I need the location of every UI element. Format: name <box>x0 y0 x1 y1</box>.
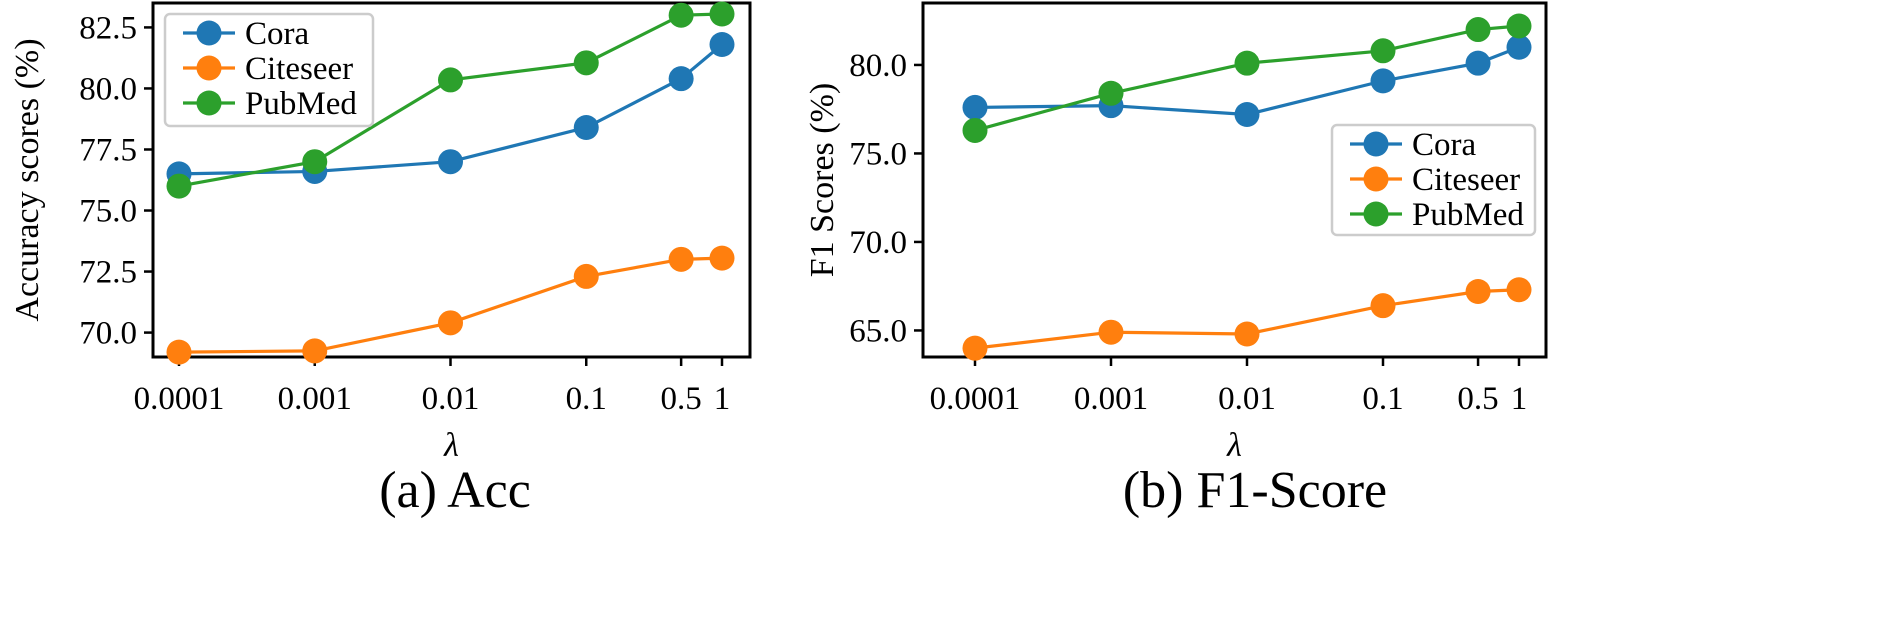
data-point <box>962 94 988 120</box>
y-tick-label: 75.0 <box>849 136 907 172</box>
x-tick-label: 0.001 <box>1074 381 1148 417</box>
data-point <box>438 149 463 175</box>
x-tick-label: 0.001 <box>278 381 352 417</box>
data-point <box>1465 279 1491 305</box>
data-point <box>668 66 694 92</box>
data-point <box>1234 50 1260 76</box>
data-point <box>438 310 463 336</box>
y-tick-label: 82.5 <box>79 10 137 46</box>
data-point <box>709 1 735 27</box>
x-axis-title: λ <box>443 427 459 464</box>
data-point <box>166 339 192 365</box>
x-tick-label: 1 <box>714 381 731 417</box>
series-cora <box>962 34 1532 128</box>
series-pubmed <box>962 13 1532 143</box>
x-tick-label: 0.5 <box>661 381 702 417</box>
data-point <box>573 50 599 76</box>
x-tick-label: 0.1 <box>1362 381 1403 417</box>
data-point <box>1506 13 1532 39</box>
data-point <box>166 173 192 199</box>
y-tick-label: 80.0 <box>79 71 137 107</box>
legend-entry-label: Citeseer <box>245 51 353 87</box>
data-point <box>1465 17 1491 43</box>
series-citeseer <box>166 245 735 365</box>
x-tick-label: 0.5 <box>1457 381 1498 417</box>
data-point <box>1506 34 1532 60</box>
series-pubmed <box>166 1 735 199</box>
legend-entry-label: PubMed <box>1412 197 1524 233</box>
data-point <box>1370 68 1396 94</box>
x-tick-label: 0.01 <box>1218 381 1276 417</box>
legend-entry-label: Cora <box>1412 127 1477 163</box>
y-tick-label: 72.5 <box>79 255 137 291</box>
data-point <box>1098 319 1124 345</box>
data-point <box>709 32 735 58</box>
y-tick-label: 65.0 <box>849 313 907 349</box>
series-line <box>178 256 723 354</box>
data-point <box>573 115 599 141</box>
panel-caption: (a) Acc <box>379 462 531 519</box>
data-point <box>709 245 735 271</box>
data-point <box>573 263 599 289</box>
series-citeseer <box>962 277 1532 361</box>
data-point <box>1506 277 1532 303</box>
x-tick-label: 0.1 <box>566 381 607 417</box>
y-tick-label: 80.0 <box>849 48 907 84</box>
y-axis-title: F1 Scores (%) <box>804 83 841 278</box>
plot-frame <box>921 1 1548 359</box>
data-point <box>302 149 328 175</box>
legend-swatch-marker <box>1363 166 1389 192</box>
data-point <box>1234 102 1260 128</box>
legend-entry-label: PubMed <box>245 86 357 122</box>
data-point <box>1234 321 1260 347</box>
legend-swatch-marker <box>196 90 222 116</box>
x-tick-label: 0.0001 <box>930 381 1021 417</box>
data-point <box>962 117 988 143</box>
data-point <box>668 2 694 28</box>
legend-swatch-marker <box>196 20 222 46</box>
y-tick-label: 77.5 <box>79 132 137 168</box>
x-tick-label: 1 <box>1511 381 1528 417</box>
y-tick-label: 70.0 <box>79 316 137 352</box>
y-tick-label: 75.0 <box>79 194 137 230</box>
legend-swatch-marker <box>1363 131 1389 157</box>
panel-f1-score: 65.0 70.0 75.0 80.0 0.0001 0.001 0.01 0.1 0.5 1 F1… <box>804 1 1548 519</box>
data-point <box>962 335 988 361</box>
data-point <box>1370 38 1396 64</box>
y-axis-title: Accuracy scores (%) <box>9 38 46 321</box>
panel-accuracy: 70.0 72.5 75.0 77.5 80.0 82.5 0.0001 0.001 0.01 0… <box>9 1 752 519</box>
legend-swatch-marker <box>1363 201 1389 227</box>
data-point <box>668 246 694 272</box>
legend-entry-label: Cora <box>245 16 310 52</box>
x-axis-title: λ <box>1226 427 1242 464</box>
data-point <box>1098 80 1124 106</box>
data-point <box>1370 293 1396 319</box>
data-point <box>1465 50 1491 76</box>
legend-entry-label: Citeseer <box>1412 162 1520 198</box>
panel-caption: (b) F1-Score <box>1123 462 1387 519</box>
y-tick-label: 70.0 <box>849 225 907 261</box>
legend-swatch-marker <box>196 55 222 81</box>
x-tick-label: 0.01 <box>422 381 480 417</box>
data-point <box>438 67 463 93</box>
x-tick-label: 0.0001 <box>134 381 225 417</box>
data-point <box>302 338 328 364</box>
